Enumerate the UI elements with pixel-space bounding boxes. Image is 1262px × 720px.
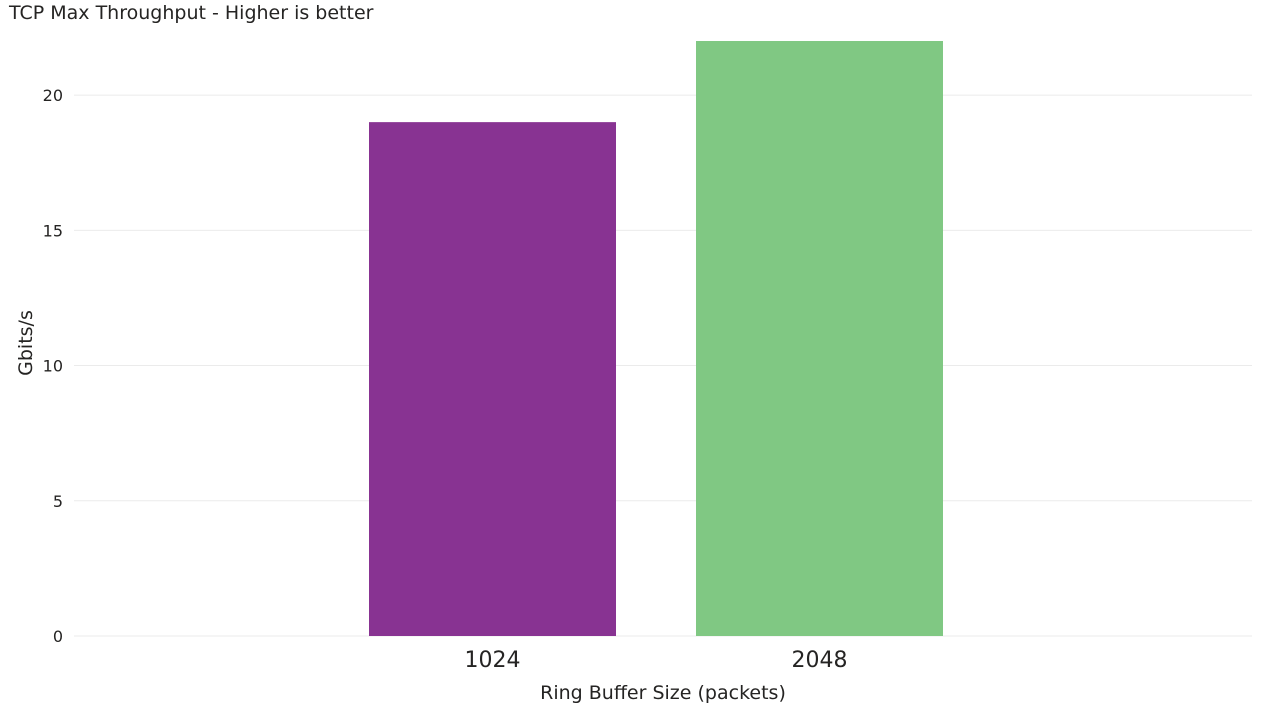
y-tick-label: 15 [43, 221, 63, 240]
x-axis-title: Ring Buffer Size (packets) [540, 682, 786, 704]
chart-title: TCP Max Throughput - Higher is better [9, 2, 374, 24]
bars [369, 41, 943, 637]
bar-1024[interactable] [369, 122, 616, 637]
bar-2048[interactable] [696, 41, 943, 636]
y-axis-title: Gbits/s [15, 310, 37, 376]
x-tick-label-2048: 2048 [792, 648, 848, 673]
y-tick-label: 10 [43, 357, 63, 376]
y-axis-ticks: 0 5 10 15 20 [43, 86, 63, 646]
y-tick-label: 20 [43, 86, 63, 105]
y-tick-label: 0 [53, 627, 63, 646]
x-axis-ticks: 1024 2048 [465, 648, 848, 673]
gridlines [74, 94, 1252, 637]
y-tick-label: 5 [53, 492, 63, 511]
x-tick-label-1024: 1024 [465, 648, 521, 673]
